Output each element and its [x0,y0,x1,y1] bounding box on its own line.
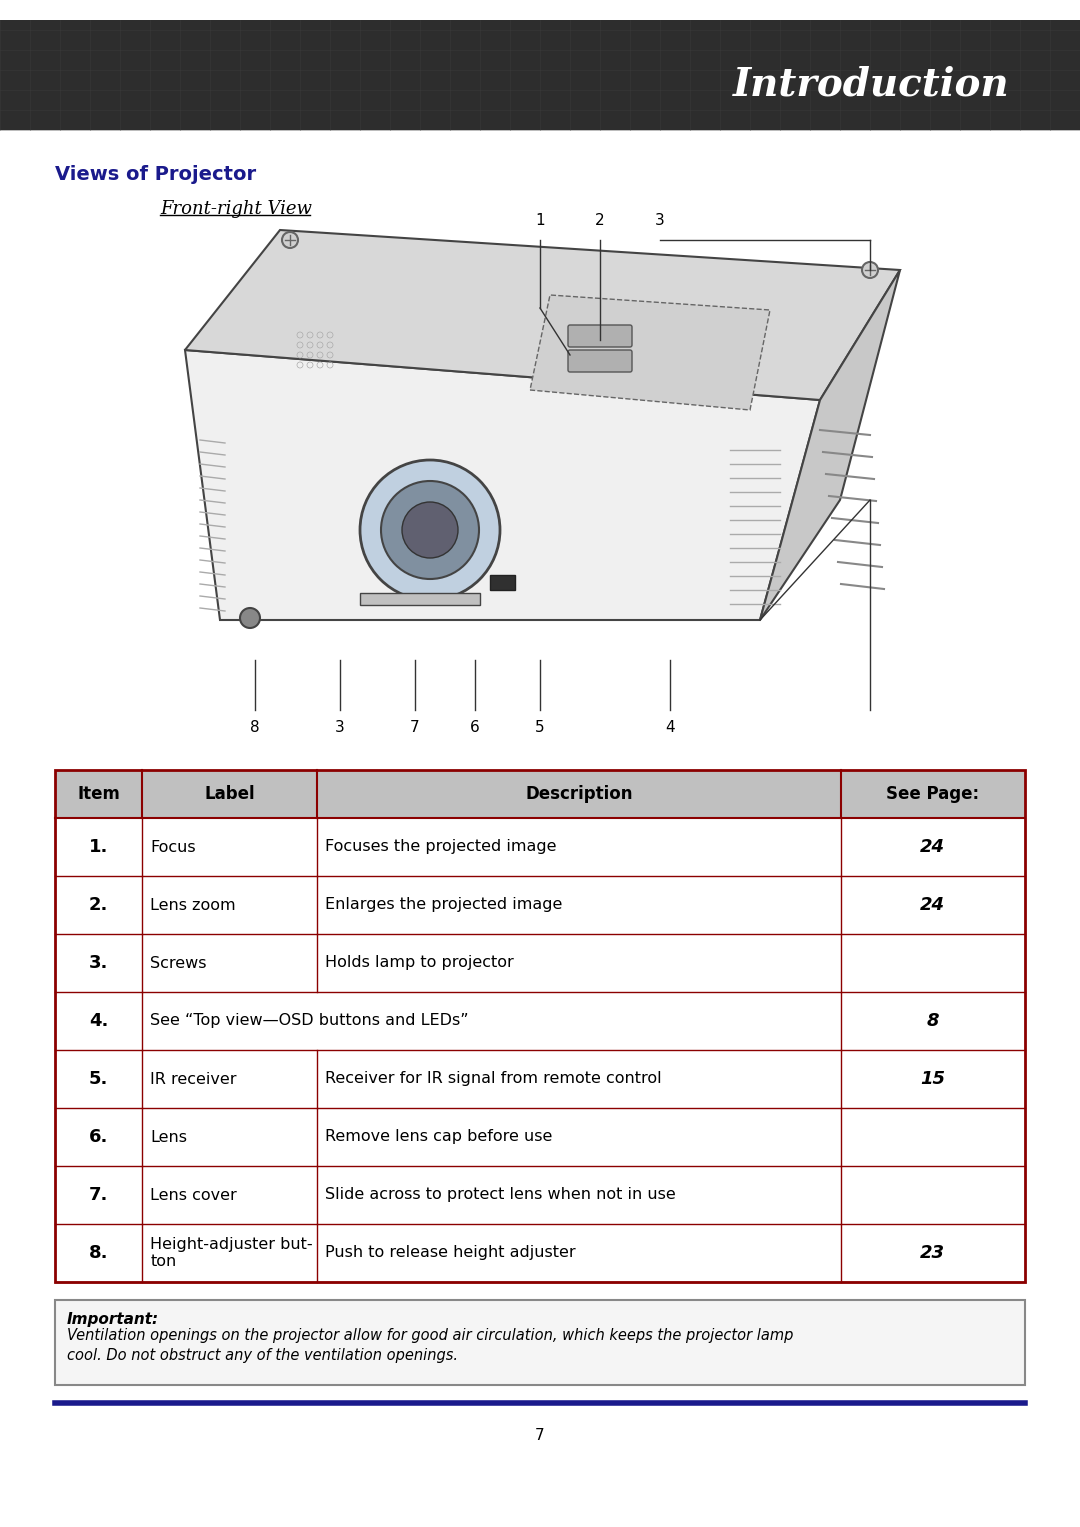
Text: Label: Label [204,785,255,803]
Text: 7: 7 [536,1428,544,1443]
Text: Lens cover: Lens cover [150,1188,237,1202]
Circle shape [862,263,878,278]
Polygon shape [185,231,900,400]
Text: 7: 7 [410,721,420,734]
Text: Lens zoom: Lens zoom [150,898,235,913]
Circle shape [381,481,480,579]
Text: IR receiver: IR receiver [150,1072,237,1087]
Text: 4: 4 [665,721,675,734]
Text: 5: 5 [536,721,544,734]
Text: 3: 3 [656,212,665,228]
Text: Enlarges the projected image: Enlarges the projected image [325,898,563,913]
Polygon shape [530,295,770,411]
Text: 6.: 6. [89,1128,108,1145]
Text: 4.: 4. [89,1012,108,1031]
Text: 7.: 7. [89,1186,108,1203]
Text: 8: 8 [927,1012,940,1031]
Text: Remove lens cap before use: Remove lens cap before use [325,1130,552,1145]
Text: 1.: 1. [89,838,108,857]
Bar [0,20,1080,130]
Text: Push to release height adjuster: Push to release height adjuster [325,1246,576,1260]
Text: 3: 3 [335,721,345,734]
Text: See Page:: See Page: [887,785,980,803]
Circle shape [360,460,500,600]
Bar [55,1299,1025,1385]
Text: 24: 24 [920,896,945,915]
Text: Holds lamp to projector: Holds lamp to projector [325,956,514,971]
Circle shape [282,232,298,247]
Text: See “Top view—OSD buttons and LEDs”: See “Top view—OSD buttons and LEDs” [150,1014,469,1029]
Text: Height-adjuster but-
ton: Height-adjuster but- ton [150,1237,313,1269]
Text: 2: 2 [595,212,605,228]
Text: 5.: 5. [89,1070,108,1089]
Text: 3.: 3. [89,954,108,973]
Text: 23: 23 [920,1245,945,1261]
Text: 8.: 8. [89,1245,108,1261]
Bar [55,770,1025,818]
Text: 24: 24 [920,838,945,857]
Polygon shape [185,350,820,620]
Text: 2.: 2. [89,896,108,915]
Bar [360,592,480,605]
Text: Receiver for IR signal from remote control: Receiver for IR signal from remote contr… [325,1072,662,1087]
Text: Front-right View: Front-right View [160,200,312,218]
Circle shape [240,608,260,628]
Polygon shape [760,270,900,620]
Text: Ventilation openings on the projector allow for good air circulation, which keep: Ventilation openings on the projector al… [67,1328,794,1362]
Bar [490,576,515,589]
Text: Slide across to protect lens when not in use: Slide across to protect lens when not in… [325,1188,676,1202]
Text: 15: 15 [920,1070,945,1089]
Text: Item: Item [77,785,120,803]
Text: Focus: Focus [150,840,195,855]
Circle shape [402,502,458,557]
Text: Focuses the projected image: Focuses the projected image [325,840,556,855]
Text: Important:: Important: [67,1312,159,1327]
Text: Screws: Screws [150,956,206,971]
Text: Lens: Lens [150,1130,187,1145]
Text: 6: 6 [470,721,480,734]
FancyBboxPatch shape [568,325,632,347]
Text: Introduction: Introduction [733,66,1010,104]
Text: 8: 8 [251,721,260,734]
Text: 1: 1 [536,212,544,228]
Text: Description: Description [525,785,633,803]
FancyBboxPatch shape [568,350,632,373]
Text: Views of Projector: Views of Projector [55,165,256,183]
Bar [55,770,1025,1283]
